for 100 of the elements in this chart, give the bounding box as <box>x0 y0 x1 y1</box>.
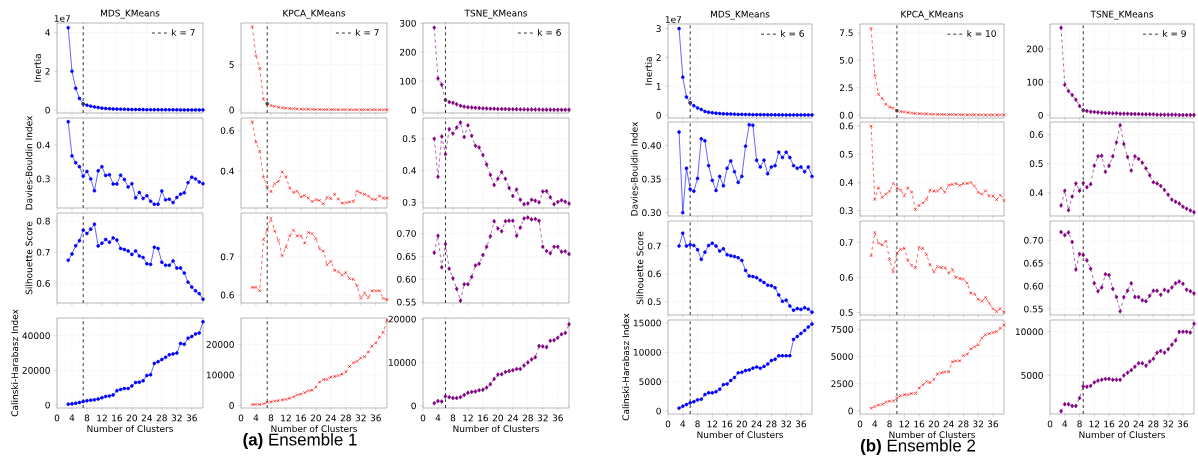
x-tick-label: 20 <box>492 414 503 422</box>
y-tick-label: 0 <box>411 106 416 114</box>
y-tick-label: 2.5 <box>839 84 853 92</box>
y-tick-label: 0.5 <box>839 309 853 316</box>
y-tick-label: 200 <box>400 48 416 56</box>
x-tick-label: 20 <box>310 414 321 422</box>
x-tick-label: 12 <box>899 420 910 428</box>
x-tick-label: 4 <box>872 420 878 428</box>
x-tick-label: 4 <box>435 414 441 422</box>
x-tick-label: 28 <box>522 414 533 422</box>
y-tick-label: 0.8 <box>36 217 50 225</box>
y-tick-label: 3 <box>656 25 661 32</box>
x-axis-title: Number of Clusters <box>1079 431 1165 439</box>
y-axis-title: Calinski-Harabasz Index <box>622 313 630 421</box>
y-tick-label: 0.6 <box>36 279 50 287</box>
y-tick-label: 20000 <box>22 366 50 374</box>
y-tick-label: 40000 <box>22 332 50 340</box>
x-axis-title: Number of Clusters <box>889 431 975 439</box>
y-tick-label: 0 <box>229 106 234 114</box>
x-tick-label: 24 <box>1133 420 1144 428</box>
y-tick-label: 0.6 <box>839 274 853 281</box>
chart-title: TSNE_KMeans <box>1090 10 1154 20</box>
x-tick-label: 0 <box>857 420 863 428</box>
y-axis-title: Inertia <box>34 54 41 82</box>
x-tick-label: 32 <box>973 420 983 428</box>
x-tick-label: 16 <box>914 420 925 428</box>
ref-line-label: k = 6 <box>781 30 804 37</box>
y-tick-label: 0.7 <box>839 239 853 246</box>
x-tick-label: 8 <box>1077 420 1082 428</box>
y-tick-label: 5000 <box>1021 371 1043 379</box>
x-tick-label: 12 <box>281 414 291 422</box>
y-tick-label: 4 <box>45 29 50 36</box>
x-tick-label: 4 <box>69 414 75 422</box>
x-tick-label: 32 <box>355 414 366 422</box>
ref-line-label: k = 10 <box>967 30 996 37</box>
x-tick-label: 8 <box>84 414 90 422</box>
x-tick-label: 8 <box>268 414 274 422</box>
ref-line-label: k = 9 <box>1163 30 1186 37</box>
y-tick-label: 0.55 <box>1024 305 1043 313</box>
y-tick-label: 0.6 <box>220 291 234 299</box>
ref-line-label: k = 7 <box>172 28 195 36</box>
y-tick-label: 0.6 <box>1029 131 1043 138</box>
y-tick-label: 0.7 <box>647 242 661 250</box>
x-tick-label: 36 <box>186 414 197 422</box>
y-tick-label: 0.4 <box>220 167 234 175</box>
text: (b) Ensemble 2 <box>860 439 976 455</box>
y-tick-label: 300 <box>400 19 416 27</box>
x-tick-label: 20 <box>1118 420 1129 428</box>
y-tick-label: 10000 <box>633 348 661 356</box>
x-tick-label: 28 <box>340 414 351 422</box>
x-tick-label: 28 <box>958 420 969 428</box>
text: 1e7 <box>54 15 70 22</box>
x-tick-label: 16 <box>1104 420 1115 428</box>
x-tick-label: 36 <box>552 414 563 422</box>
x-tick-label: 36 <box>795 420 807 428</box>
x-tick-label: 4 <box>1062 420 1068 428</box>
x-tick-label: 16 <box>296 414 307 422</box>
y-tick-label: 0.4 <box>36 141 50 149</box>
y-tick-label: 0.3 <box>839 207 853 215</box>
x-tick-label: 36 <box>370 414 381 422</box>
y-tick-label: 0.40 <box>642 142 661 149</box>
x-tick-label: 8 <box>450 414 456 422</box>
y-tick-label: 0 <box>1038 111 1043 119</box>
y-tick-label: 10000 <box>206 371 234 379</box>
x-axis-title: Number of Clusters <box>87 425 173 433</box>
chart-title: MDS_KMeans <box>710 10 770 20</box>
y-tick-label: 0.6 <box>647 270 661 278</box>
y-tick-label: 0 <box>848 407 853 415</box>
y-tick-label: 100 <box>1027 78 1043 86</box>
x-tick-label: 20 <box>736 420 747 428</box>
y-tick-label: 0.70 <box>397 230 416 237</box>
y-tick-label: 0.65 <box>397 253 416 260</box>
y-tick-label: 0.55 <box>397 298 416 306</box>
y-tick-label: 0.0 <box>839 111 853 119</box>
y-tick-label: 0.60 <box>1024 282 1043 290</box>
y-tick-label: 0 <box>45 401 50 409</box>
y-tick-label: 0.7 <box>36 248 50 256</box>
x-tick-label: 16 <box>478 414 489 422</box>
x-tick-label: 12 <box>97 414 107 422</box>
x-tick-label: 20 <box>928 420 939 428</box>
x-tick-label: 12 <box>707 420 718 428</box>
chart-title: MDS_KMeans <box>100 9 160 19</box>
x-tick-label: 32 <box>1163 420 1173 428</box>
x-tick-label: 32 <box>537 414 548 422</box>
x-tick-label: 32 <box>171 414 182 422</box>
y-tick-label: 0.5 <box>647 298 661 306</box>
y-tick-label: 0.3 <box>36 175 50 183</box>
y-tick-label: 5000 <box>831 353 853 360</box>
x-tick-label: 36 <box>1177 420 1189 428</box>
y-tick-label: 10000 <box>1015 328 1043 336</box>
y-tick-label: 0.5 <box>402 135 416 143</box>
x-tick-label: 24 <box>507 414 519 422</box>
y-tick-label: 10000 <box>388 359 416 366</box>
x-tick-label: 24 <box>751 420 762 428</box>
x-tick-label: 24 <box>943 420 954 428</box>
y-axis-title: Silhouette Score <box>636 231 644 305</box>
y-tick-label: 2500 <box>831 380 853 388</box>
y-tick-label: 0.6 <box>839 122 853 130</box>
y-tick-label: 0 <box>45 106 50 114</box>
y-tick-label: 0.70 <box>1024 236 1043 244</box>
